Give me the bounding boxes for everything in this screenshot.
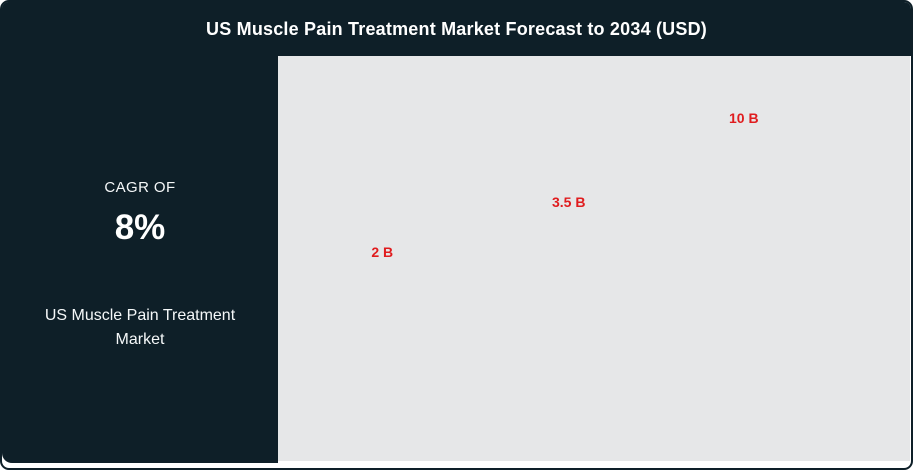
data-label: 3.5 B	[551, 193, 586, 210]
market-name: US Muscle Pain Treatment Market	[44, 307, 236, 348]
title-bar: US Muscle Pain Treatment Market Forecast…	[2, 2, 911, 56]
cagr-value: 8%	[114, 208, 166, 247]
sidebar: CAGR OF 8% US Muscle Pain Treatment Mark…	[2, 2, 278, 463]
chart-plot-area: 2 B 3.5 B 10 B	[278, 56, 910, 461]
cagr-label: CAGR OF	[104, 179, 176, 196]
data-label: 2 B	[371, 244, 394, 261]
data-label: 10 B	[728, 109, 759, 126]
page-title: US Muscle Pain Treatment Market Forecast…	[206, 18, 707, 39]
